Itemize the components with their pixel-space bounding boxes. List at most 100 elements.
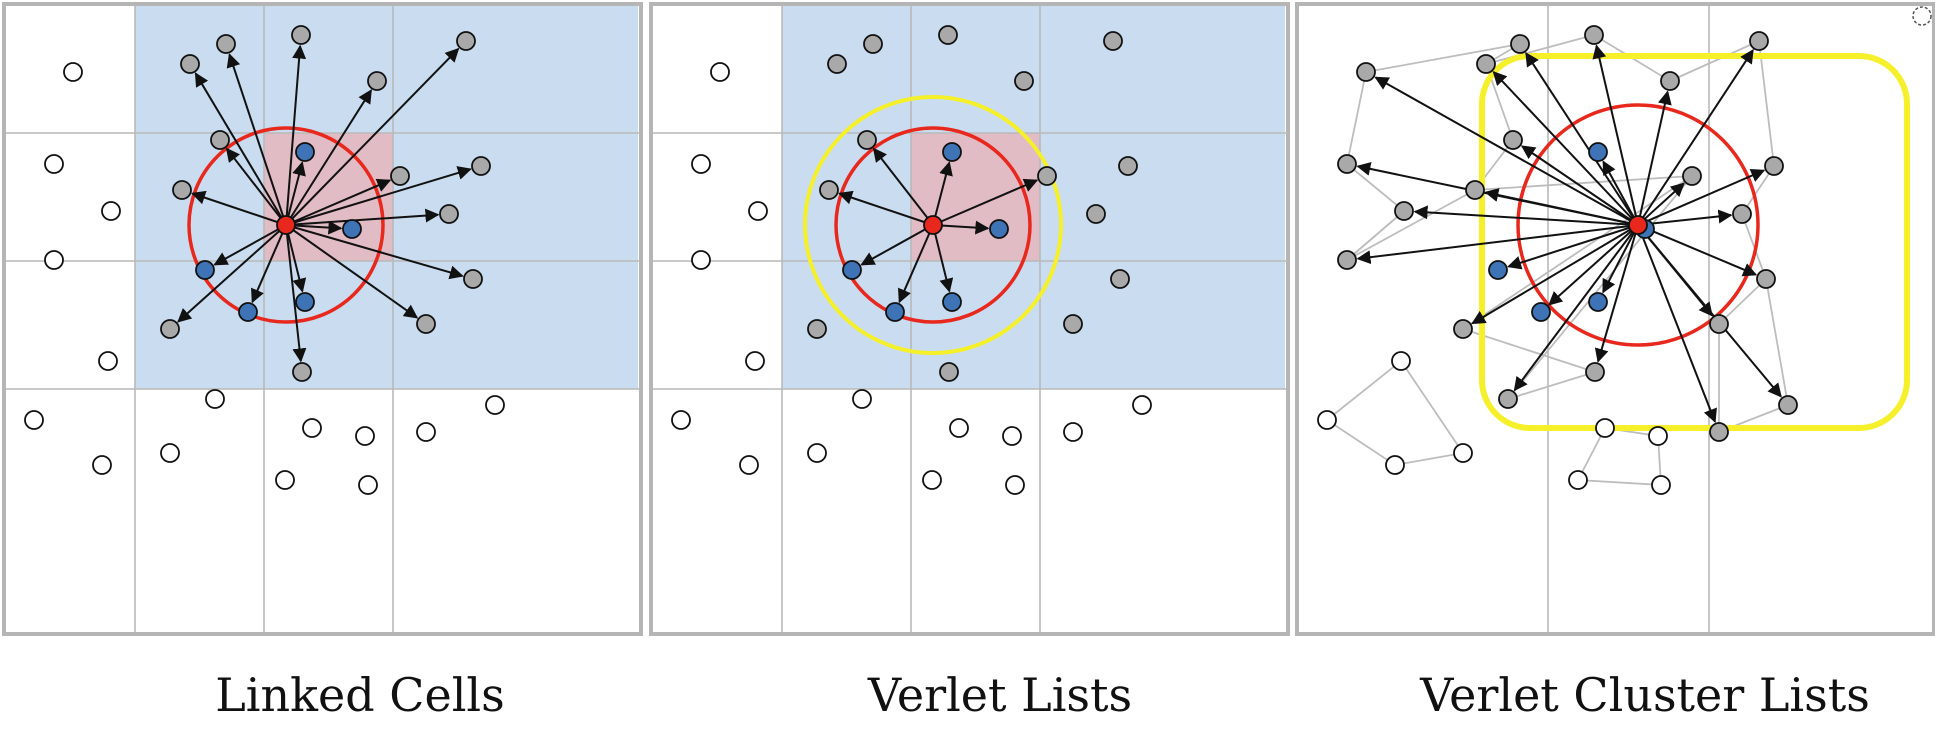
candidate-particle bbox=[863, 34, 883, 54]
candidate-particle bbox=[1498, 389, 1518, 409]
caption-verlet-lists: Verlet Lists bbox=[867, 668, 1133, 722]
interaction-arrow bbox=[838, 190, 934, 226]
cluster-edge bbox=[1346, 189, 1476, 261]
interaction-arrow bbox=[285, 178, 392, 226]
interaction-arrow bbox=[285, 44, 307, 226]
interaction-arrow bbox=[285, 224, 464, 280]
cluster-edge bbox=[1474, 175, 1693, 191]
candidate-particle bbox=[1682, 166, 1702, 186]
corner-marker-icon bbox=[1912, 6, 1932, 26]
candidate-particle bbox=[1118, 156, 1138, 176]
cluster-bounding-box bbox=[1479, 53, 1910, 431]
candidate-particle bbox=[1037, 166, 1057, 186]
interaction-arrow bbox=[213, 224, 287, 266]
neighbor-particle bbox=[989, 219, 1009, 239]
central-particle bbox=[923, 215, 943, 235]
panel-border bbox=[1295, 2, 1935, 636]
far-particle bbox=[1568, 470, 1588, 490]
interaction-arrow bbox=[1594, 224, 1639, 363]
neighbor-particle bbox=[342, 219, 362, 239]
cluster-edge bbox=[1346, 163, 1405, 212]
interaction-arrow bbox=[1484, 188, 1639, 226]
interaction-arrow bbox=[1637, 224, 1758, 277]
far-particle bbox=[1132, 395, 1152, 415]
candidate-particle bbox=[1778, 395, 1798, 415]
candidate-particle bbox=[1584, 25, 1604, 45]
candidate-particle bbox=[180, 54, 200, 74]
far-particle bbox=[44, 154, 64, 174]
interaction-arrow bbox=[285, 208, 440, 226]
far-particle bbox=[671, 410, 691, 430]
panel-linked-cells bbox=[2, 2, 643, 636]
candidate-particle bbox=[471, 156, 491, 176]
candidate-particle bbox=[819, 180, 839, 200]
interaction-arrow bbox=[1356, 224, 1639, 265]
cluster-edge bbox=[1669, 40, 1760, 82]
interaction-arrow bbox=[1602, 160, 1639, 226]
far-particle bbox=[710, 62, 730, 82]
cluster-edge bbox=[1507, 371, 1596, 400]
home-cell bbox=[911, 133, 1040, 261]
candidate-particle bbox=[463, 269, 483, 289]
candidate-particle bbox=[292, 362, 312, 382]
interaction-arrow bbox=[1548, 224, 1639, 306]
candidate-particle bbox=[291, 25, 311, 45]
neighbor-particle bbox=[195, 260, 215, 280]
cluster-edge bbox=[1346, 210, 1405, 261]
central-particle bbox=[276, 215, 296, 235]
candidate-particle bbox=[1510, 34, 1530, 54]
far-particle bbox=[358, 475, 378, 495]
interaction-arrow bbox=[194, 72, 287, 226]
candidate-particle bbox=[456, 31, 476, 51]
neighbor-particle bbox=[942, 142, 962, 162]
cluster-edge bbox=[1718, 278, 1767, 325]
candidate-particle bbox=[1709, 314, 1729, 334]
neighbor-particle bbox=[295, 292, 315, 312]
far-particle bbox=[92, 455, 112, 475]
cluster-edge bbox=[1507, 175, 1693, 400]
candidate-particle bbox=[416, 314, 436, 334]
far-particle bbox=[852, 389, 872, 409]
cluster-edge bbox=[1326, 419, 1396, 466]
candidate-particle bbox=[1764, 156, 1784, 176]
candidate-particle bbox=[1394, 201, 1414, 221]
interaction-arrow bbox=[1507, 224, 1639, 270]
interaction-arrow bbox=[872, 147, 934, 226]
cluster-edge bbox=[1765, 278, 1789, 406]
candidate-particle bbox=[807, 319, 827, 339]
interaction-arrow bbox=[251, 224, 287, 304]
panel-verlet-lists bbox=[649, 2, 1290, 636]
interaction-arrow bbox=[1637, 90, 1672, 226]
far-particle bbox=[101, 201, 121, 221]
far-particle bbox=[44, 250, 64, 270]
far-particle bbox=[98, 351, 118, 371]
neighbor-particle bbox=[238, 302, 258, 322]
candidate-particle bbox=[1756, 269, 1776, 289]
caption-verlet-cluster-lists: Verlet Cluster Lists bbox=[1420, 668, 1870, 722]
far-particle bbox=[485, 395, 505, 415]
interaction-arrow bbox=[285, 224, 307, 293]
candidate-particle bbox=[390, 166, 410, 186]
interaction-arrow bbox=[1513, 224, 1639, 392]
interaction-arrow bbox=[1637, 224, 1782, 398]
interaction-arrow bbox=[285, 161, 306, 226]
candidate-particle bbox=[1337, 154, 1357, 174]
candidate-particle bbox=[1110, 269, 1130, 289]
far-particle bbox=[1005, 475, 1025, 495]
candidate-particle bbox=[1503, 130, 1523, 150]
interaction-arrow bbox=[1471, 224, 1639, 325]
interaction-arrow bbox=[1602, 224, 1639, 294]
cluster-edge bbox=[1365, 43, 1521, 73]
far-particle bbox=[416, 422, 436, 442]
home-cell bbox=[264, 133, 393, 261]
neighbor-particle bbox=[1588, 142, 1608, 162]
panel-border bbox=[649, 2, 1290, 636]
far-particle bbox=[748, 201, 768, 221]
interaction-arrow bbox=[1520, 145, 1639, 226]
interaction-arrow bbox=[1525, 52, 1639, 226]
neighbor-particle bbox=[885, 302, 905, 322]
neighbor-particle bbox=[1531, 302, 1551, 322]
far-particle bbox=[1595, 418, 1615, 438]
candidate-particle bbox=[857, 130, 877, 150]
far-particle bbox=[205, 389, 225, 409]
